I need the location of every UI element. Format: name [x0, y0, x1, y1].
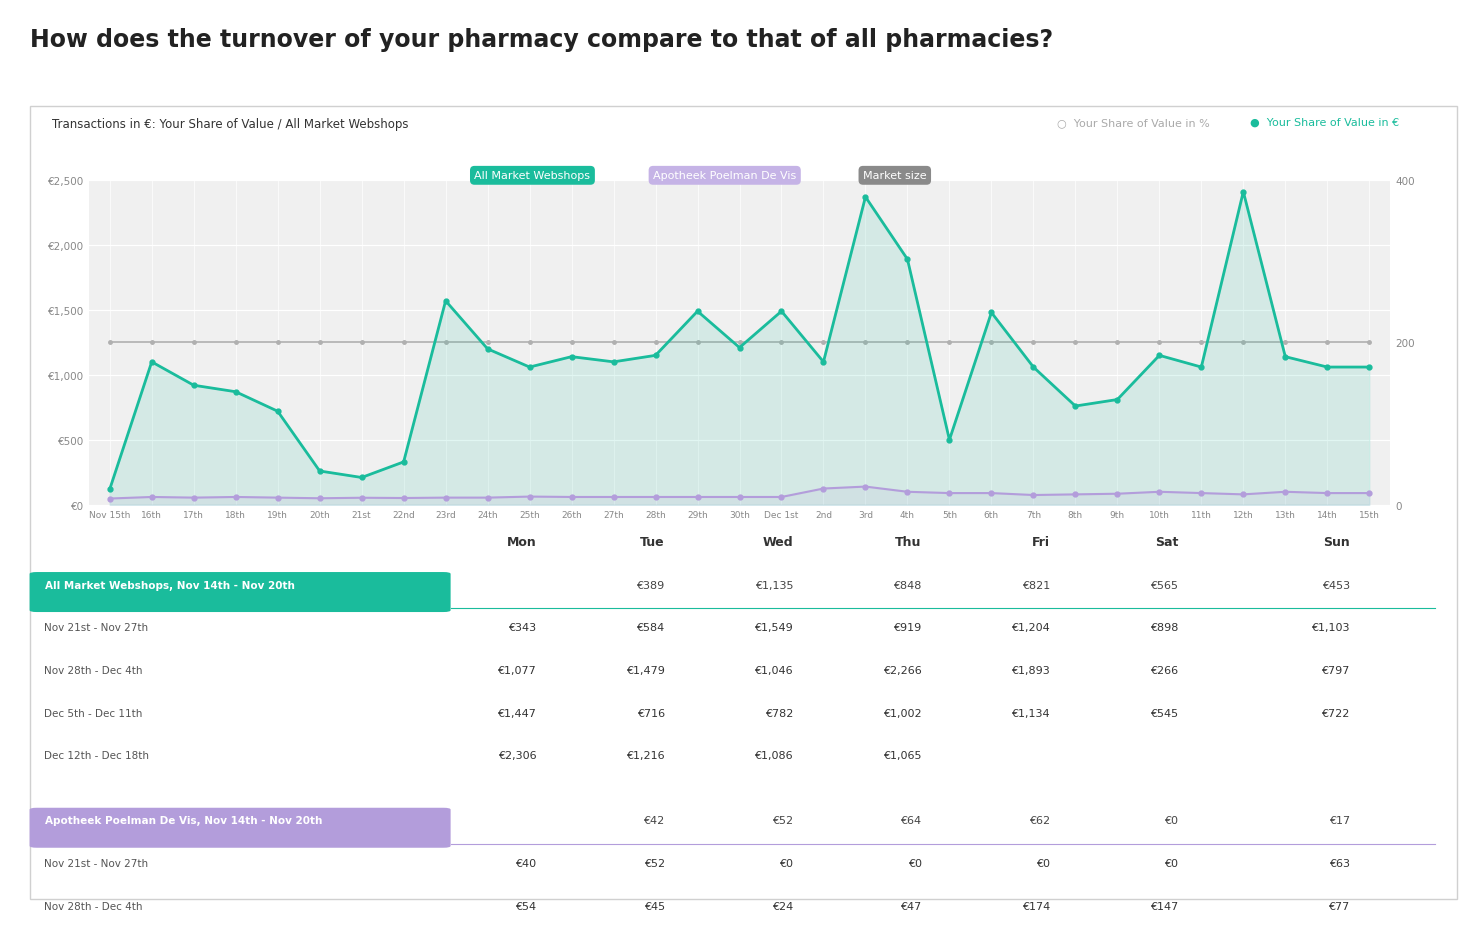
- Text: €722: €722: [1321, 708, 1350, 717]
- Text: €919: €919: [893, 623, 921, 632]
- Text: €0: €0: [779, 858, 793, 868]
- Text: €2,306: €2,306: [497, 751, 537, 760]
- Text: €1,046: €1,046: [754, 666, 793, 675]
- Text: €545: €545: [1151, 708, 1179, 717]
- Text: Wed: Wed: [763, 536, 793, 549]
- Text: €584: €584: [636, 623, 664, 632]
- Text: €1,479: €1,479: [626, 666, 664, 675]
- Text: €1,204: €1,204: [1012, 623, 1050, 632]
- Text: €64: €64: [901, 816, 921, 825]
- Text: Fri: Fri: [1032, 536, 1050, 549]
- Text: €2,266: €2,266: [883, 666, 921, 675]
- Text: €848: €848: [893, 580, 921, 590]
- Text: Apotheek Poelman De Vis, Nov 14th - Nov 20th: Apotheek Poelman De Vis, Nov 14th - Nov …: [46, 816, 322, 825]
- Text: €17: €17: [1328, 816, 1350, 825]
- Text: €0: €0: [1164, 858, 1179, 868]
- Text: €47: €47: [901, 901, 921, 910]
- Text: Nov 28th - Dec 4th: Nov 28th - Dec 4th: [44, 666, 142, 675]
- Text: €77: €77: [1328, 901, 1350, 910]
- Text: €1,086: €1,086: [754, 751, 793, 760]
- Text: €1,077: €1,077: [497, 666, 537, 675]
- Text: €0: €0: [1164, 816, 1179, 825]
- Text: Dec 12th - Dec 18th: Dec 12th - Dec 18th: [44, 751, 149, 760]
- Text: €898: €898: [1151, 623, 1179, 632]
- Text: €565: €565: [1151, 580, 1179, 590]
- Text: Dec 5th - Dec 11th: Dec 5th - Dec 11th: [44, 708, 142, 717]
- Text: €54: €54: [515, 901, 537, 910]
- Text: ●  Your Share of Value in €: ● Your Share of Value in €: [1250, 118, 1399, 128]
- Text: €45: €45: [643, 901, 664, 910]
- Text: €62: €62: [1029, 816, 1050, 825]
- Text: All Market Webshops: All Market Webshops: [475, 171, 590, 181]
- Text: €782: €782: [765, 708, 793, 717]
- Text: €42: €42: [643, 816, 664, 825]
- Text: €716: €716: [636, 708, 664, 717]
- Text: €1,893: €1,893: [1012, 666, 1050, 675]
- Text: €797: €797: [1321, 666, 1350, 675]
- FancyBboxPatch shape: [30, 808, 451, 848]
- Text: ○  Your Share of Value in %: ○ Your Share of Value in %: [1057, 118, 1210, 128]
- Text: How does the turnover of your pharmacy compare to that of all pharmacies?: How does the turnover of your pharmacy c…: [30, 28, 1053, 52]
- Text: €1,134: €1,134: [1012, 708, 1050, 717]
- Text: Transactions in €: Your Share of Value / All Market Webshops: Transactions in €: Your Share of Value /…: [52, 118, 408, 131]
- Text: €40: €40: [515, 858, 537, 868]
- Text: €453: €453: [1322, 580, 1350, 590]
- Text: €1,447: €1,447: [497, 708, 537, 717]
- Text: €174: €174: [1022, 901, 1050, 910]
- Text: €1,549: €1,549: [754, 623, 793, 632]
- Text: Nov 21st - Nov 27th: Nov 21st - Nov 27th: [44, 858, 148, 868]
- Text: Sat: Sat: [1155, 536, 1179, 549]
- Text: €63: €63: [1328, 858, 1350, 868]
- Text: Tue: Tue: [640, 536, 664, 549]
- Text: €343: €343: [509, 623, 537, 632]
- Text: Apotheek Poelman De Vis: Apotheek Poelman De Vis: [654, 171, 796, 181]
- Text: Nov 21st - Nov 27th: Nov 21st - Nov 27th: [44, 623, 148, 632]
- Text: €1,216: €1,216: [626, 751, 664, 760]
- Text: Mon: Mon: [506, 536, 537, 549]
- Text: Thu: Thu: [895, 536, 921, 549]
- Text: €147: €147: [1151, 901, 1179, 910]
- Text: Market size: Market size: [862, 171, 927, 181]
- Text: Sun: Sun: [1324, 536, 1350, 549]
- Text: Nov 28th - Dec 4th: Nov 28th - Dec 4th: [44, 901, 142, 910]
- Text: €389: €389: [636, 580, 664, 590]
- Text: €1,065: €1,065: [883, 751, 921, 760]
- Text: €24: €24: [772, 901, 793, 910]
- Text: €1,002: €1,002: [883, 708, 921, 717]
- Text: €52: €52: [772, 816, 793, 825]
- Text: All Market Webshops, Nov 14th - Nov 20th: All Market Webshops, Nov 14th - Nov 20th: [46, 580, 296, 590]
- Text: €821: €821: [1022, 580, 1050, 590]
- Text: €52: €52: [643, 858, 664, 868]
- Text: €0: €0: [1037, 858, 1050, 868]
- Text: €0: €0: [908, 858, 921, 868]
- FancyBboxPatch shape: [30, 572, 451, 613]
- Text: €1,103: €1,103: [1312, 623, 1350, 632]
- Text: €1,135: €1,135: [754, 580, 793, 590]
- Text: €266: €266: [1151, 666, 1179, 675]
